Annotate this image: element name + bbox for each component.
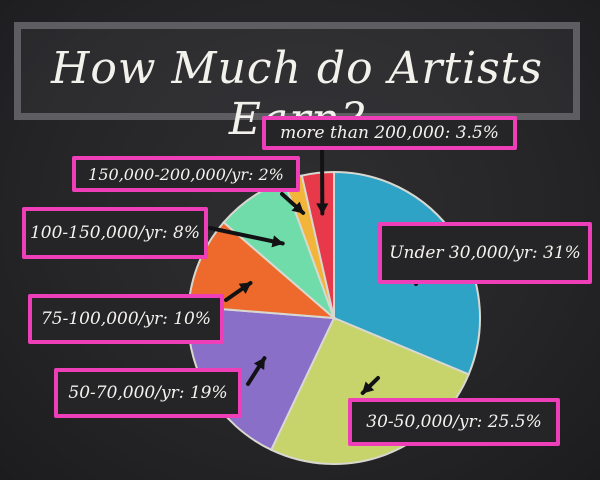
arrow-150k-200k: [280, 192, 306, 215]
arrow-75k-100k: [224, 281, 253, 302]
label-50k-70k: 50-70,000/yr: 19%: [54, 368, 242, 418]
label-150k-200k: 150,000-200,000/yr: 2%: [72, 156, 300, 192]
label-30k-50k: 30-50,000/yr: 25.5%: [348, 398, 560, 446]
label-75k-100k: 75-100,000/yr: 10%: [28, 294, 224, 344]
label-100k-150k: 100-150,000/yr: 8%: [22, 207, 208, 259]
arrow-100k-150k: [208, 226, 285, 248]
title-frame: How Much do Artists Earn?: [14, 22, 580, 145]
arrow-more-than-200k: [316, 148, 329, 216]
arrow-30k-50k: [360, 376, 380, 396]
label-under-30k: Under 30,000/yr: 31%: [378, 222, 592, 284]
arrow-50k-70k: [246, 356, 267, 386]
label-more-than-200k: more than 200,000: 3.5%: [262, 116, 517, 150]
slice-more-than-200k: [300, 170, 335, 319]
